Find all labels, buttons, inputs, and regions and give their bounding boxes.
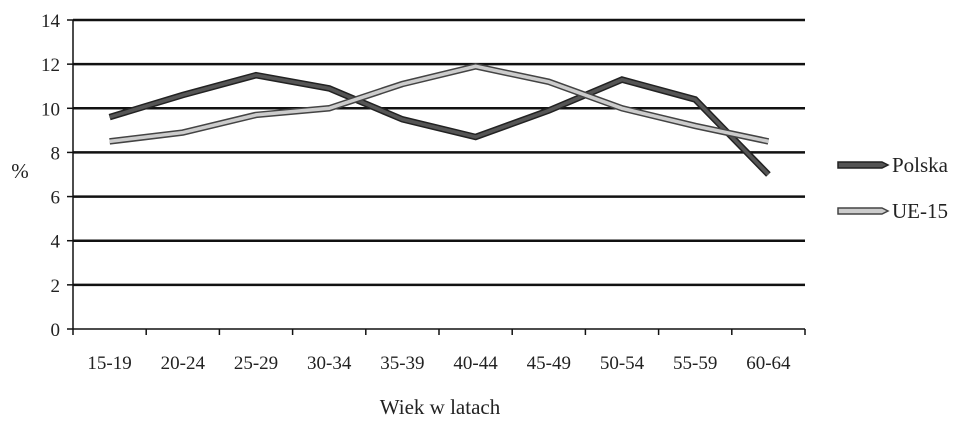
series-lines [108, 63, 771, 177]
x-tick-label: 45-49 [527, 353, 571, 374]
x-tick-label: 50-54 [600, 353, 645, 374]
x-tick-label: 40-44 [453, 353, 498, 374]
x-axis-title: Wiek w latach [380, 395, 501, 419]
x-tick-label: 30-34 [307, 353, 352, 374]
gridlines [73, 18, 805, 287]
legend-label-ue-15: UE-15 [892, 199, 948, 223]
y-tick-label: 2 [51, 276, 61, 297]
x-tick-labels: 15-19 20-24 25-29 30-34 35-39 40-44 45-49 50-54… [87, 353, 791, 374]
axes [67, 19, 806, 335]
y-tick-label: 10 [41, 99, 60, 120]
legend-item-polska: Polska [837, 153, 949, 177]
y-tick-label: 4 [51, 232, 61, 253]
x-tick-label: 20-24 [161, 353, 206, 374]
legend-key-ue-15 [837, 207, 890, 215]
y-tick-label: 0 [51, 320, 61, 341]
x-tick-label: 25-29 [234, 353, 278, 374]
x-tick-label: 60-64 [746, 353, 791, 374]
y-tick-label: 6 [51, 188, 61, 209]
x-tick-label: 55-59 [673, 353, 717, 374]
y-tick-labels: 0 2 4 6 8 10 12 14 [41, 11, 61, 341]
y-tick-label: 12 [41, 55, 60, 76]
series-polska [108, 71, 771, 177]
x-tick-label: 15-19 [87, 353, 131, 374]
y-tick-label: 14 [41, 11, 61, 32]
legend-swatch [837, 207, 890, 215]
x-tick-label: 35-39 [380, 353, 424, 374]
legend-item-ue-15: UE-15 [837, 199, 948, 223]
legend-swatch [837, 161, 890, 169]
series-ue-15 [109, 63, 770, 145]
y-tick-label: 8 [51, 143, 61, 164]
series-line [109, 73, 770, 176]
legend-label-polska: Polska [892, 153, 949, 177]
series-line [109, 64, 769, 144]
legend: Polska UE-15 [837, 153, 949, 223]
legend-key-polska [837, 161, 890, 169]
y-axis-title: % [11, 159, 29, 183]
